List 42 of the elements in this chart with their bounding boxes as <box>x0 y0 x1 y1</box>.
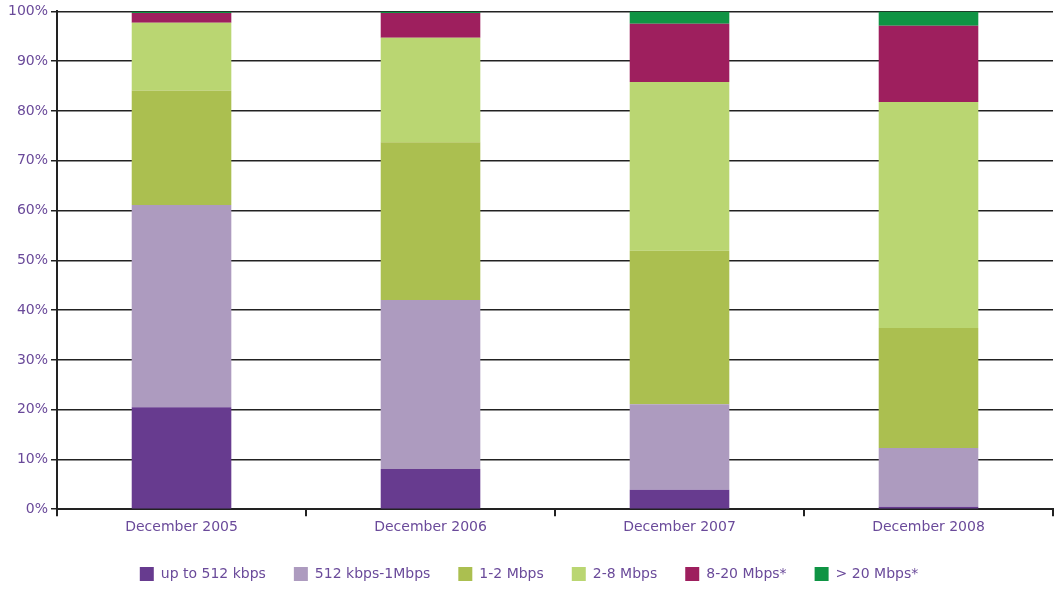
y-tick-label: 10% <box>16 450 49 467</box>
bar <box>629 23 730 83</box>
x-tick-label: December 2005 <box>125 518 238 535</box>
bar <box>131 90 232 206</box>
bar <box>131 407 232 509</box>
bar <box>878 328 979 448</box>
bar <box>629 82 730 251</box>
y-tick-label: 100% <box>7 2 49 19</box>
bar <box>131 12 232 23</box>
y-tick-label: 40% <box>16 300 49 317</box>
x-tick-label: December 2006 <box>374 518 487 535</box>
legend-label: 2-8 Mbps <box>592 564 658 581</box>
bar <box>131 22 232 91</box>
bar <box>380 37 481 143</box>
y-tick-label: 90% <box>16 51 49 68</box>
legend-label: 1-2 Mbps <box>479 564 544 581</box>
y-tick-label: 0% <box>25 499 49 516</box>
bar <box>131 205 232 408</box>
bar <box>878 25 979 102</box>
bar <box>629 11 730 24</box>
legend-label: 8-20 Mbps* <box>706 564 787 581</box>
y-tick-label: 70% <box>16 151 49 168</box>
bar <box>380 142 481 301</box>
x-tick-label: December 2007 <box>623 518 736 535</box>
bar <box>878 11 979 26</box>
legend-label: 512 kbps-1Mbps <box>314 564 431 581</box>
y-tick-label: 50% <box>16 250 49 267</box>
bar <box>380 300 481 469</box>
legend-label: > 20 Mbps* <box>835 564 919 581</box>
bar <box>380 12 481 38</box>
y-tick-label: 60% <box>16 201 49 218</box>
bar <box>380 468 481 509</box>
y-tick-label: 30% <box>16 350 49 367</box>
bar <box>878 102 979 328</box>
x-tick-label: December 2008 <box>872 518 985 535</box>
bar <box>629 489 730 509</box>
bar <box>629 404 730 490</box>
y-tick-label: 20% <box>16 400 49 417</box>
bar <box>629 250 730 405</box>
bar <box>878 447 979 507</box>
y-tick-label: 80% <box>16 101 49 118</box>
legend-label: up to 512 kbps <box>160 564 266 581</box>
